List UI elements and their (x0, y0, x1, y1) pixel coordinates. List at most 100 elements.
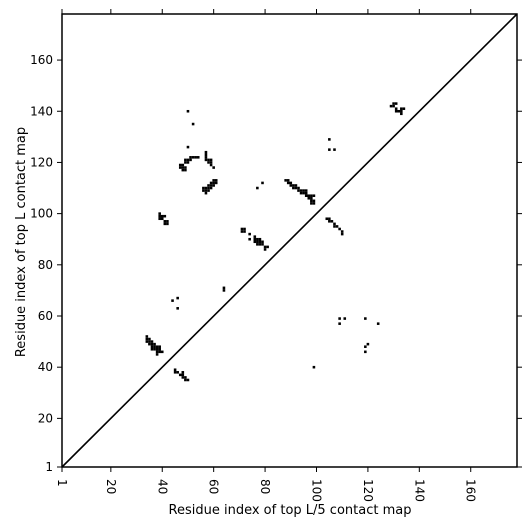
x-tick-label: 1 (55, 479, 69, 487)
contact-point (400, 109, 403, 113)
contact-point (240, 227, 244, 231)
contact-point (150, 347, 154, 351)
y-tick-label: 160 (30, 53, 53, 67)
contact-point (204, 189, 208, 192)
y-tick-label: 60 (38, 309, 53, 323)
contact-point (392, 102, 395, 105)
contact-point (178, 166, 182, 169)
contact-point (181, 166, 185, 169)
y-axis-label: Residue index of top L contact map (14, 127, 29, 357)
contact-point (176, 296, 179, 300)
contact-point (402, 107, 406, 110)
contact-point (214, 181, 218, 185)
contact-point (160, 214, 164, 218)
contact-point (328, 220, 331, 223)
contact-point (158, 212, 161, 215)
diagonal-line (61, 13, 518, 468)
contact-point (333, 222, 336, 226)
contact-point (333, 148, 336, 151)
contact-point (222, 289, 226, 292)
y-tick-label: 140 (30, 104, 53, 118)
contact-point (338, 317, 341, 320)
contact-point (178, 373, 182, 377)
x-tick-label: 60 (207, 479, 221, 494)
contact-point (181, 168, 185, 172)
contact-point (243, 227, 246, 231)
contact-point (394, 107, 398, 110)
contact-point (299, 191, 303, 195)
contact-point (286, 181, 290, 185)
contact-point (186, 378, 190, 382)
contact-point (155, 345, 159, 348)
contact-point (364, 317, 367, 320)
contact-point (209, 161, 213, 164)
y-tick-label: 100 (30, 207, 53, 221)
contact-point (194, 156, 197, 159)
contact-point (173, 371, 177, 374)
contact-point (171, 299, 174, 302)
contact-point (186, 109, 190, 113)
contact-point (312, 194, 316, 197)
contact-point (294, 186, 298, 190)
contact-point (166, 222, 169, 226)
contact-point (158, 217, 161, 221)
contact-point (258, 240, 262, 244)
contact-point (394, 102, 398, 105)
contact-point (307, 194, 311, 197)
contact-point (304, 189, 308, 192)
contact-point (302, 191, 305, 195)
contact-point (153, 347, 156, 351)
y-tick-label: 1 (45, 460, 53, 474)
contact-point (289, 184, 293, 187)
contact-point (209, 181, 213, 185)
x-tick-label: 120 (361, 479, 375, 502)
contact-point (394, 109, 398, 113)
contact-point (338, 322, 341, 325)
contact-point (304, 191, 308, 195)
contact-point (258, 243, 262, 246)
x-tick-label: 80 (258, 479, 272, 494)
contact-point (297, 189, 300, 192)
x-tick-label: 140 (412, 479, 426, 502)
contact-point (184, 166, 187, 169)
contact-point (212, 181, 215, 185)
contact-point (240, 230, 244, 233)
contact-point (148, 340, 151, 343)
contact-point (333, 225, 336, 228)
contact-point (328, 138, 331, 141)
contact-point (261, 240, 264, 244)
contact-point (191, 156, 195, 159)
contact-point (181, 371, 185, 374)
plot-area: 1 20 40 60 80 100 120 140 1601204060801001201401… (30, 9, 522, 502)
contact-point (256, 237, 259, 241)
contact-point (207, 186, 210, 190)
contact-point (338, 227, 341, 231)
contact-point (153, 342, 156, 346)
contact-point (256, 243, 259, 246)
contact-point (186, 145, 190, 149)
contact-point (397, 109, 401, 113)
contact-point (196, 156, 200, 159)
contact-point (266, 245, 269, 249)
contact-point (343, 317, 347, 320)
contact-point (181, 163, 185, 167)
contact-point (155, 353, 159, 356)
contact-point (145, 340, 149, 343)
contact-point (184, 168, 187, 172)
contact-point (312, 199, 316, 203)
plot-frame (61, 13, 518, 468)
contact-point (184, 158, 187, 162)
contact-point (248, 237, 251, 241)
contact-point (186, 158, 190, 162)
contact-point (284, 179, 287, 182)
contact-point (207, 189, 210, 192)
contact-point (389, 104, 393, 108)
contact-point (366, 342, 370, 346)
contact-point (145, 337, 149, 341)
contact-point (212, 184, 215, 187)
contact-point (191, 122, 195, 126)
contact-point (400, 112, 403, 116)
contact-point (148, 337, 151, 341)
contact-point (312, 202, 316, 205)
contact-point (186, 161, 190, 164)
